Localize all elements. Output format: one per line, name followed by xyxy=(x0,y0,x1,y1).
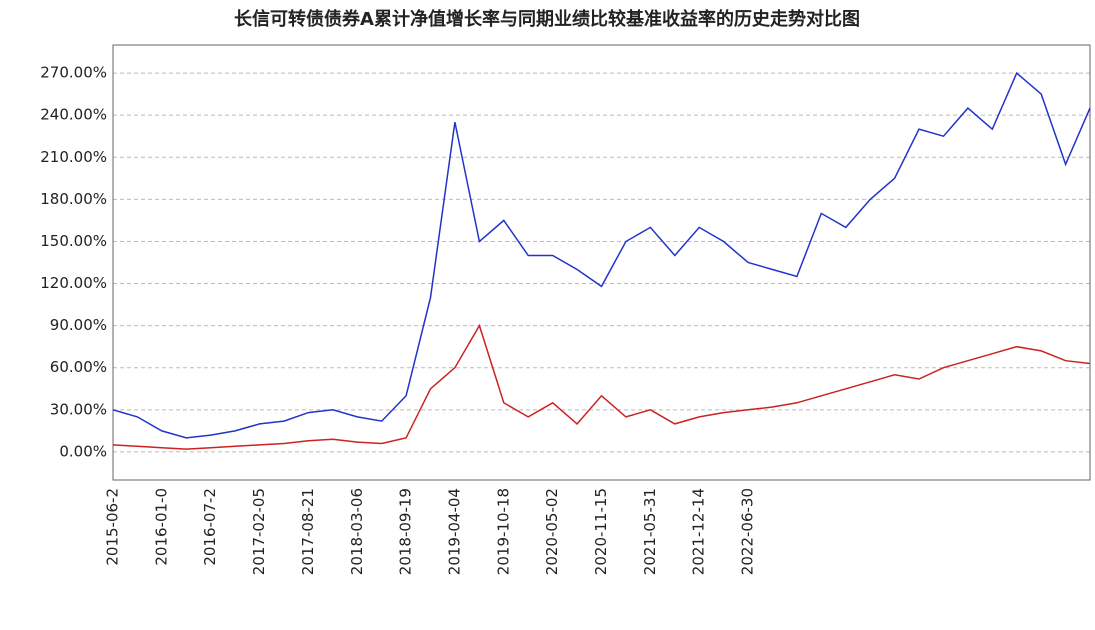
x-tick-label: 2020-11-15 xyxy=(592,488,610,575)
x-tick-label: 2016-07-2 xyxy=(201,488,219,566)
x-tick-label: 2021-05-31 xyxy=(641,488,659,575)
x-tick-label: 2016-01-0 xyxy=(152,488,170,566)
y-tick-label: 120.00% xyxy=(40,274,107,292)
x-tick-label: 2020-05-02 xyxy=(543,488,561,575)
series-line xyxy=(113,326,1090,450)
y-tick-label: 30.00% xyxy=(50,400,107,418)
y-tick-label: 180.00% xyxy=(40,190,107,208)
x-tick-label: 2018-03-06 xyxy=(348,488,366,575)
x-tick-label: 2017-02-05 xyxy=(250,488,268,575)
plot-frame xyxy=(113,45,1090,480)
y-tick-label: 210.00% xyxy=(40,148,107,166)
y-tick-label: 240.00% xyxy=(40,106,107,124)
x-tick-label: 2022-06-30 xyxy=(739,488,757,575)
x-tick-label: 2019-10-18 xyxy=(494,488,512,575)
chart: 长信可转债债券A累计净值增长率与同期业绩比较基准收益率的历史走势对比图 0.00… xyxy=(0,0,1095,630)
y-tick-label: 90.00% xyxy=(50,316,107,334)
x-tick-label: 2021-12-14 xyxy=(690,488,708,575)
x-tick-label: 2015-06-2 xyxy=(104,488,122,566)
y-tick-label: 270.00% xyxy=(40,64,107,82)
y-tick-label: 150.00% xyxy=(40,232,107,250)
y-tick-label: 0.00% xyxy=(59,442,107,460)
x-tick-label: 2018-09-19 xyxy=(397,488,415,575)
series-line xyxy=(113,73,1090,438)
chart-title: 长信可转债债券A累计净值增长率与同期业绩比较基准收益率的历史走势对比图 xyxy=(234,8,860,30)
page: 长信可转债债券A累计净值增长率与同期业绩比较基准收益率的历史走势对比图 0.00… xyxy=(0,0,1095,630)
x-tick-label: 2017-08-21 xyxy=(299,488,317,575)
x-tick-label: 2019-04-04 xyxy=(445,488,463,575)
y-tick-label: 60.00% xyxy=(50,358,107,376)
